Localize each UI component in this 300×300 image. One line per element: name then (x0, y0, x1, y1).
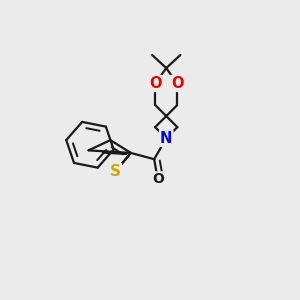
Text: O: O (149, 76, 162, 91)
Text: O: O (171, 76, 183, 91)
Text: N: N (160, 131, 172, 146)
Text: O: O (152, 172, 164, 186)
Text: S: S (110, 164, 121, 179)
